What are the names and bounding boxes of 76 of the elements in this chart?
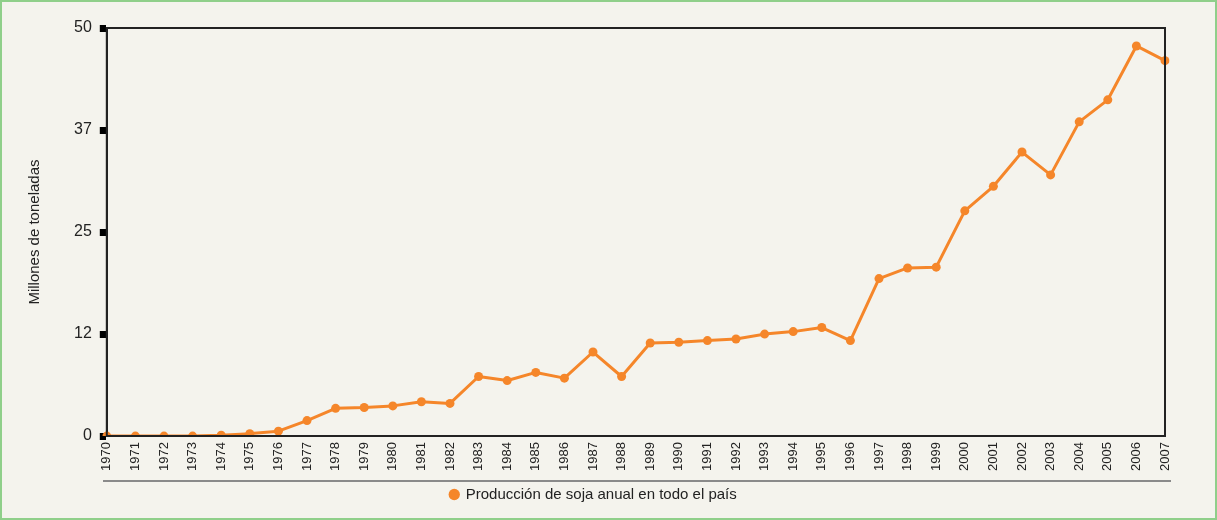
x-tick-label: 2006 [1127, 442, 1143, 471]
x-tick-label: 1977 [298, 442, 314, 471]
point [760, 329, 770, 339]
point [302, 416, 312, 426]
point [874, 274, 884, 284]
point [1131, 41, 1141, 51]
x-tick-label: 1989 [641, 442, 657, 471]
point [559, 373, 569, 383]
point [788, 327, 798, 337]
x-tick-label: 1991 [698, 442, 714, 471]
x-tick-label: 1972 [155, 442, 171, 471]
x-tick-label: 2004 [1070, 442, 1086, 471]
x-tick-label: 2002 [1013, 442, 1029, 471]
x-tick-label: 1990 [670, 442, 686, 471]
point [674, 337, 684, 347]
x-tick-label: 1973 [184, 442, 200, 471]
point [1017, 147, 1027, 157]
x-tick-label: 1993 [756, 442, 772, 471]
legend-label: Producción de soja anual en todo el país [465, 484, 737, 502]
y-axis-title: Millones de toneladas [25, 159, 43, 305]
point [731, 334, 741, 344]
x-tick-label: 1982 [441, 442, 457, 471]
x-tick-label: 1980 [384, 442, 400, 471]
x-tick-label: 1992 [727, 442, 743, 471]
point [1046, 170, 1056, 180]
point [416, 397, 426, 407]
point [845, 336, 855, 346]
x-tick-label: 2000 [956, 442, 972, 471]
x-tick-label: 1985 [527, 442, 543, 471]
x-tick-label: 1987 [584, 442, 600, 471]
x-tick-label: 1986 [555, 442, 571, 471]
x-tick-label: 1999 [927, 442, 943, 471]
point [1103, 95, 1113, 105]
point [273, 426, 283, 436]
point [502, 376, 512, 386]
x-tick-label: 1981 [412, 442, 428, 471]
point [960, 206, 970, 216]
point [817, 323, 827, 333]
point [617, 372, 627, 381]
x-tick-label: 1995 [813, 442, 829, 471]
point [931, 262, 941, 272]
x-tick-label: 1974 [212, 442, 228, 471]
x-tick-label: 2005 [1099, 442, 1115, 471]
point [531, 367, 541, 377]
x-tick-label: 1970 [98, 442, 114, 471]
x-tick-label: 1971 [126, 442, 142, 471]
point [702, 336, 712, 346]
x-tick-label: 1997 [870, 442, 886, 471]
x-tick-label: 2003 [1042, 442, 1058, 471]
point [331, 403, 341, 413]
x-tick-label: 1996 [841, 442, 857, 471]
x-tick-label: 1998 [899, 442, 915, 471]
point [988, 181, 998, 191]
point [388, 401, 398, 411]
x-tick-label: 2001 [984, 442, 1000, 471]
point [359, 403, 369, 413]
y-tick-label: 12 [74, 324, 92, 342]
y-tick-label: 0 [82, 426, 92, 444]
point [474, 372, 484, 381]
x-tick-label: 1984 [498, 442, 514, 471]
x-tick-label: 1976 [269, 442, 285, 471]
point [645, 338, 655, 348]
x-tick-label: 1994 [784, 442, 800, 471]
y-tick-label: 25 [74, 222, 92, 240]
x-tick-label: 2007 [1156, 442, 1172, 471]
x-tick-label: 1988 [613, 442, 629, 471]
y-tick-label: 37 [74, 120, 92, 138]
point [1074, 117, 1084, 127]
x-tick-label: 1978 [327, 442, 343, 471]
y-tick-label: 50 [74, 18, 92, 36]
x-tick-label: 1979 [355, 442, 371, 471]
point [445, 398, 455, 408]
x-tick-label: 1983 [470, 442, 486, 471]
point [903, 263, 913, 273]
point [588, 347, 598, 357]
x-tick-label: 1975 [241, 442, 257, 471]
